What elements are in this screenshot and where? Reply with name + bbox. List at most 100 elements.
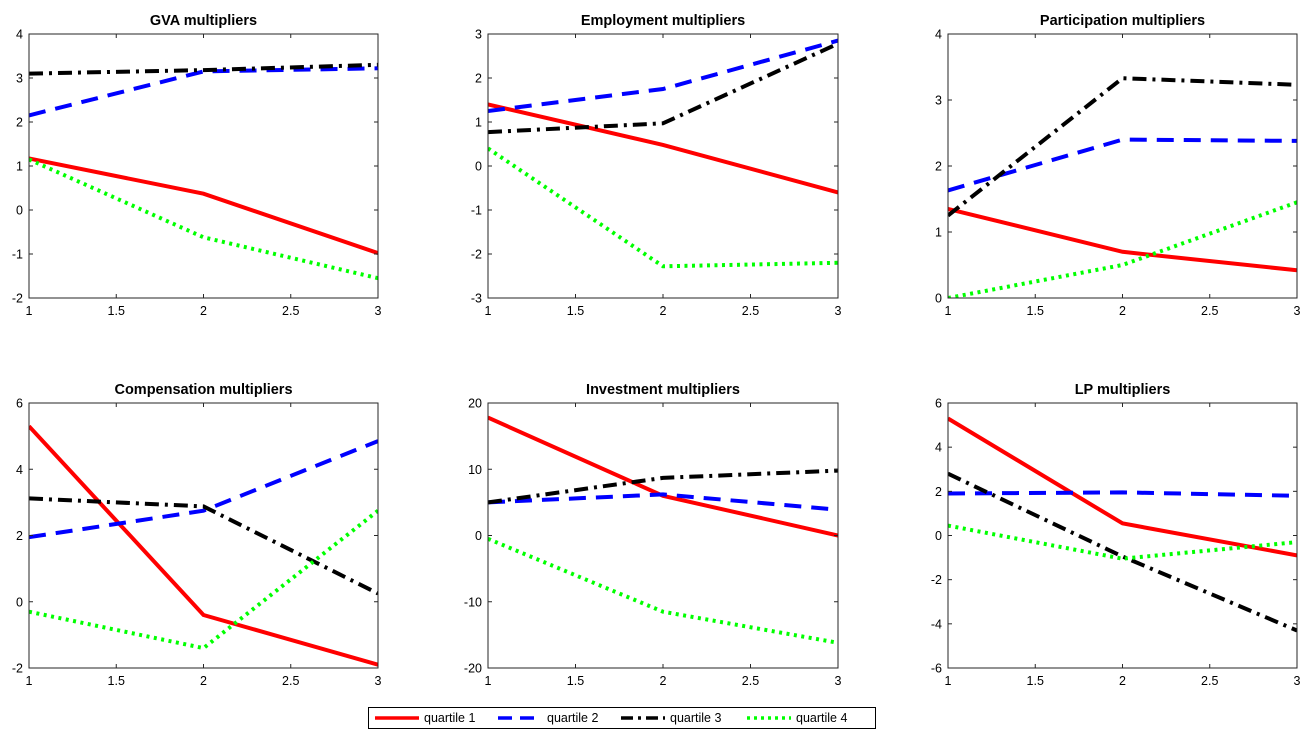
- axes-box: [28, 33, 379, 299]
- chart-title: LP multipliers: [1075, 382, 1171, 398]
- x-tick-label: 2.5: [282, 304, 299, 318]
- x-tick-label: 1: [485, 674, 492, 688]
- legend-swatch-quartile-2: [498, 716, 542, 720]
- x-tick-label: 1.5: [108, 674, 125, 688]
- series-line-quartile-2: [488, 38, 838, 113]
- y-tick-label: 4: [16, 28, 23, 42]
- series-line-quartile-1: [948, 416, 1297, 558]
- series-line-quartile-1: [29, 156, 378, 255]
- series-line-quartile-4: [948, 200, 1297, 298]
- legend-label-quartile-3: quartile 3: [670, 711, 722, 725]
- series-line-quartile-1: [29, 424, 378, 667]
- x-tick-label: 1: [945, 674, 952, 688]
- y-tick-label: 10: [468, 463, 482, 477]
- subplot-6: 1 1.5 2 2.5 3 -6 -4 -2 0 2 4 6 LP multipliers: [931, 382, 1301, 688]
- y-tick-label: 20: [468, 397, 482, 411]
- series-line-quartile-4: [29, 509, 378, 651]
- series-line-quartile-3: [488, 468, 838, 505]
- y-tick-label: -2: [471, 248, 482, 262]
- chart-title: Investment multipliers: [586, 382, 740, 398]
- series-line-quartile-3: [29, 496, 378, 596]
- series-line-quartile-3: [29, 62, 378, 76]
- x-tick-label: 2.5: [742, 674, 759, 688]
- series-line-quartile-1: [948, 206, 1297, 273]
- x-tick-label: 2: [1119, 674, 1126, 688]
- x-tick-label: 3: [375, 304, 382, 318]
- x-tick-label: 3: [835, 304, 842, 318]
- y-tick-label: 4: [16, 463, 23, 477]
- y-tick-label: 6: [16, 397, 23, 411]
- x-tick-label: 1.5: [567, 674, 584, 688]
- y-tick-label: -2: [12, 662, 23, 676]
- x-tick-label: 2: [660, 674, 667, 688]
- legend-swatch-quartile-4: [747, 716, 791, 720]
- x-tick-label: 2.5: [1201, 674, 1218, 688]
- subplot-2: 1 1.5 2 2.5 3 -3 -2 -1 0 1 2 3 Employment multiplier…: [471, 13, 842, 318]
- x-tick-label: 1: [945, 304, 952, 318]
- y-tick-label: 0: [935, 529, 942, 543]
- legend-label-quartile-1: quartile 1: [424, 711, 476, 725]
- legend-swatch-quartile-3: [621, 716, 665, 720]
- legend-swatch-quartile-1: [375, 716, 419, 720]
- legend-item-quartile-1: quartile 1: [373, 708, 475, 728]
- x-tick-label: 3: [375, 674, 382, 688]
- y-tick-label: 2: [16, 529, 23, 543]
- x-tick-label: 1: [26, 674, 33, 688]
- y-tick-label: -6: [931, 662, 942, 676]
- y-tick-label: -3: [471, 292, 482, 306]
- legend-item-quartile-4: quartile 4: [745, 708, 847, 728]
- axes-box: [28, 402, 379, 669]
- series-line-quartile-1: [488, 102, 838, 195]
- axes-box: [947, 33, 1298, 299]
- chart-title: Compensation multipliers: [114, 382, 292, 398]
- series-line-quartile-4: [29, 157, 378, 281]
- y-tick-label: -2: [12, 292, 23, 306]
- x-tick-label: 2: [200, 304, 207, 318]
- y-tick-label: 6: [935, 397, 942, 411]
- subplot-1: 1 1.5 2 2.5 3 -2 -1 0 1 2 3 4 GVA multipliers: [12, 13, 382, 318]
- y-tick-label: 2: [935, 485, 942, 499]
- y-tick-label: 2: [16, 116, 23, 130]
- y-tick-label: 1: [475, 116, 482, 130]
- x-tick-label: 1.5: [1027, 674, 1044, 688]
- y-tick-label: 2: [935, 160, 942, 174]
- x-tick-label: 1.5: [1027, 304, 1044, 318]
- y-tick-label: 4: [935, 28, 942, 42]
- series-line-quartile-4: [488, 536, 838, 645]
- x-tick-label: 3: [1294, 304, 1301, 318]
- y-tick-label: 1: [16, 160, 23, 174]
- legend-item-quartile-2: quartile 2: [496, 708, 598, 728]
- series-line-quartile-2: [29, 439, 378, 540]
- legend: quartile 1 quartile 2 quartile 3 quartil…: [368, 707, 876, 729]
- legend-label-quartile-2: quartile 2: [547, 711, 599, 725]
- x-tick-label: 2: [660, 304, 667, 318]
- x-tick-label: 1: [485, 304, 492, 318]
- y-tick-label: 1: [935, 226, 942, 240]
- series-line-quartile-3: [948, 76, 1297, 218]
- x-tick-label: 3: [835, 674, 842, 688]
- chart-title: Employment multipliers: [581, 13, 745, 29]
- y-tick-label: -20: [464, 662, 482, 676]
- series-line-quartile-4: [488, 146, 838, 269]
- subplot-4: 1 1.5 2 2.5 3 -2 0 2 4 6 Compensation multipliers: [12, 382, 382, 688]
- series-line-quartile-2: [29, 66, 378, 118]
- series-line-quartile-2: [948, 137, 1297, 193]
- y-tick-label: 2: [475, 72, 482, 86]
- series-line-quartile-2: [488, 492, 838, 512]
- subplot-5: 1 1.5 2 2.5 3 -20 -10 0 10 20 Investment multiplie…: [464, 382, 842, 688]
- y-tick-label: 0: [475, 529, 482, 543]
- x-tick-label: 2.5: [1201, 304, 1218, 318]
- x-tick-label: 1: [26, 304, 33, 318]
- legend-item-quartile-3: quartile 3: [619, 708, 721, 728]
- y-tick-label: 4: [935, 441, 942, 455]
- x-tick-label: 2.5: [282, 674, 299, 688]
- y-tick-label: -1: [471, 204, 482, 218]
- x-tick-label: 2: [1119, 304, 1126, 318]
- y-tick-label: 0: [16, 595, 23, 609]
- series-line-quartile-2: [948, 490, 1297, 498]
- y-tick-label: 3: [935, 94, 942, 108]
- y-tick-label: -4: [931, 617, 942, 631]
- y-tick-label: 3: [16, 72, 23, 86]
- x-tick-label: 2.5: [742, 304, 759, 318]
